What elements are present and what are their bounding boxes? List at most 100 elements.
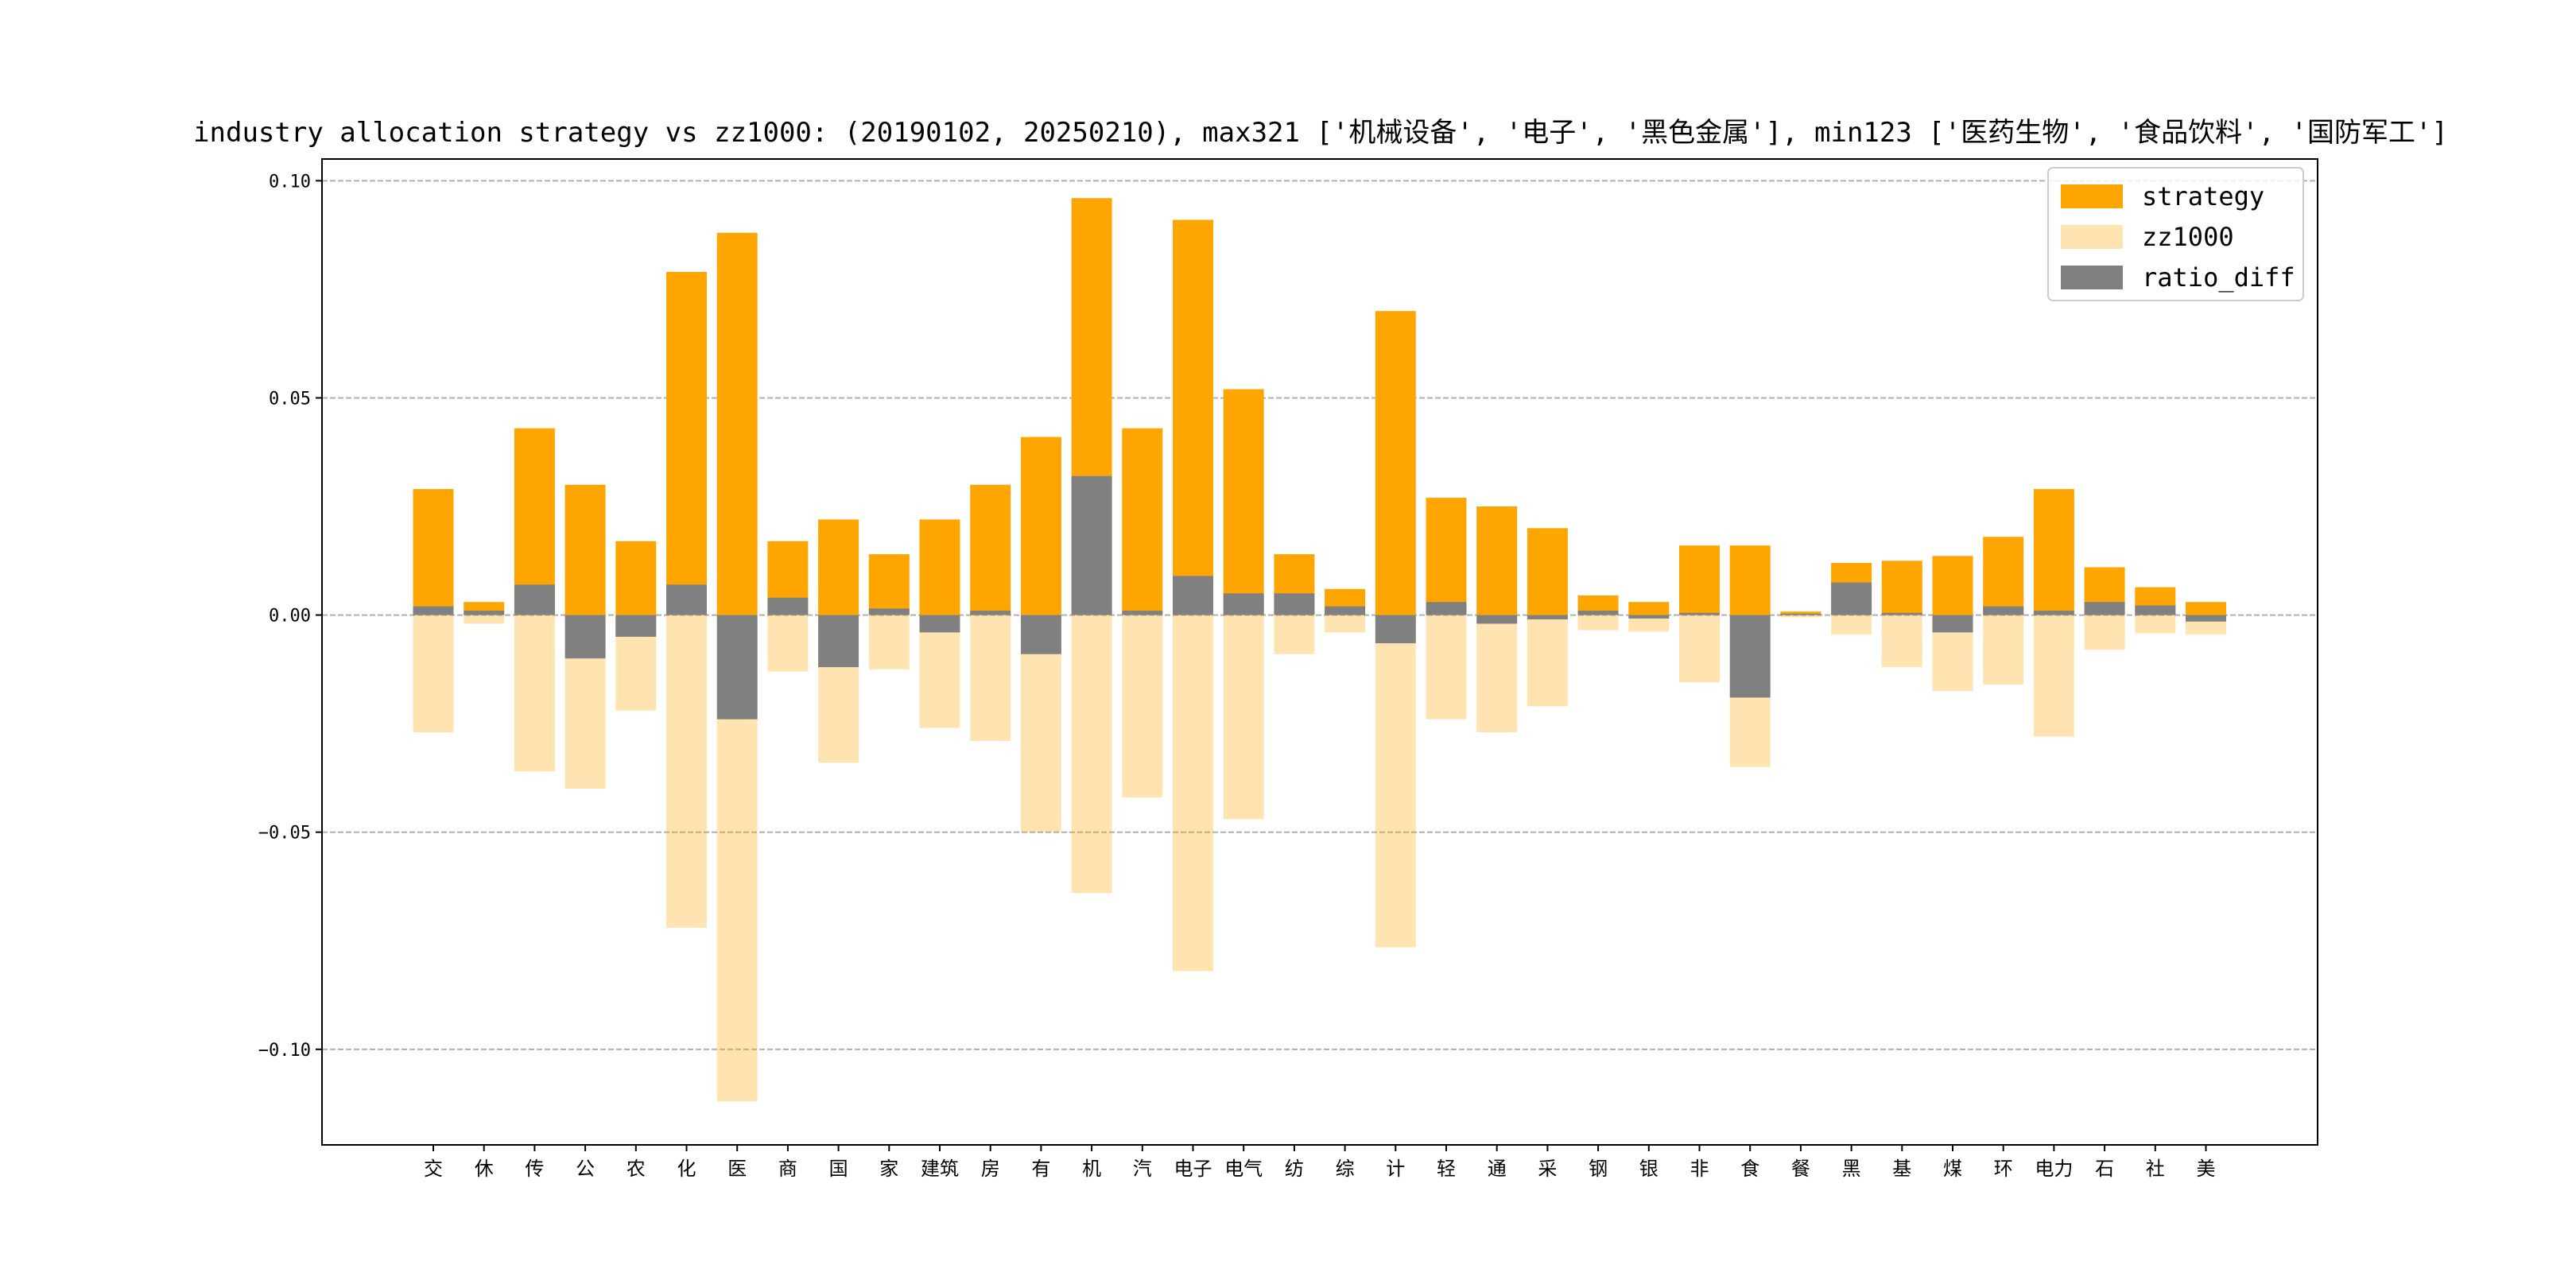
bar-strategy xyxy=(716,232,758,615)
bar-ratio_diff xyxy=(919,615,960,633)
bar-zz1000 xyxy=(1679,615,1720,683)
bar-zz1000 xyxy=(1325,615,1366,633)
bar-strategy xyxy=(1476,506,1518,615)
bar-zz1000 xyxy=(1476,615,1518,733)
bar-ratio_diff xyxy=(2135,605,2176,615)
x-tick-label: 机 xyxy=(1082,1158,1101,1180)
bar-zz1000 xyxy=(1628,615,1670,632)
x-tick-label: 农 xyxy=(627,1158,646,1180)
bar-zz1000 xyxy=(970,615,1011,741)
bar-zz1000 xyxy=(1173,615,1213,972)
bar-zz1000 xyxy=(413,615,454,733)
bar-ratio_diff xyxy=(716,615,758,720)
bar-strategy xyxy=(1375,311,1416,615)
x-tick-label: 汽 xyxy=(1133,1158,1152,1180)
bar-strategy xyxy=(1223,389,1264,615)
legend: strategy zz1000 ratio_diff xyxy=(2047,167,2304,301)
x-tick-label: 纺 xyxy=(1285,1158,1304,1180)
legend-label-ratio_diff: ratio_diff xyxy=(2142,262,2295,293)
bar-zz1000 xyxy=(1375,615,1416,948)
bar-strategy xyxy=(1020,436,1061,615)
bar-zz1000 xyxy=(1426,615,1467,720)
bar-ratio_diff xyxy=(1983,606,2024,615)
x-tick-label: 黑 xyxy=(1842,1158,1861,1180)
x-tick-label: 传 xyxy=(525,1158,544,1180)
bar-strategy xyxy=(1527,528,1568,615)
x-tick-label: 煤 xyxy=(1943,1158,1962,1180)
x-tick-label: 建筑 xyxy=(921,1158,959,1180)
bar-ratio_diff xyxy=(1426,602,1467,615)
bar-ratio_diff xyxy=(514,584,555,615)
bar-strategy xyxy=(868,554,910,615)
bar-ratio_diff xyxy=(1729,615,1771,698)
bar-zz1000 xyxy=(666,615,707,928)
x-tick-label: 钢 xyxy=(1589,1158,1608,1180)
bar-zz1000 xyxy=(1122,615,1163,797)
bar-strategy xyxy=(1932,556,1973,615)
bar-zz1000 xyxy=(1577,615,1619,630)
bar-ratio_diff xyxy=(1527,615,1568,620)
bar-zz1000 xyxy=(1223,615,1264,820)
bars xyxy=(413,198,2226,1102)
bar-ratio_diff xyxy=(1831,582,1872,615)
bar-strategy xyxy=(970,484,1011,615)
x-axis: 交 休 传 公 农 化 医 商 国 家 建筑房 有 机 汽电子 电气纺 综 计 轻 通 采 钢 银 非 食 餐 黑 基 煤 环电力石 社 美 xyxy=(424,1145,2216,1180)
bar-strategy xyxy=(1983,537,2024,615)
bar-ratio_diff xyxy=(1122,611,1163,615)
bar-zz1000 xyxy=(868,615,910,669)
x-tick-label: 美 xyxy=(2197,1158,2216,1180)
x-tick-label: 有 xyxy=(1031,1158,1050,1180)
bar-zz1000 xyxy=(1071,615,1112,894)
x-tick-label: 电力 xyxy=(2035,1158,2073,1180)
bar-ratio_diff xyxy=(2033,611,2074,615)
bar-zz1000 xyxy=(2033,615,2074,737)
y-tick-label: −0.05 xyxy=(258,824,311,844)
bar-ratio_diff xyxy=(1780,613,1821,615)
x-tick-label: 环 xyxy=(1994,1158,2013,1180)
x-tick-label: 非 xyxy=(1690,1158,1709,1180)
bar-ratio_diff xyxy=(464,611,505,615)
x-tick-label: 国 xyxy=(829,1158,848,1180)
bar-strategy xyxy=(514,428,555,615)
y-tick-label: 0.10 xyxy=(269,172,311,192)
x-tick-label: 食 xyxy=(1740,1158,1759,1180)
legend-label-strategy: strategy xyxy=(2142,181,2264,211)
x-tick-label: 电子 xyxy=(1174,1158,1212,1180)
bar-ratio_diff xyxy=(868,608,910,615)
y-tick-label: −0.10 xyxy=(258,1041,311,1061)
x-tick-label: 基 xyxy=(1892,1158,1911,1180)
bar-ratio_diff xyxy=(1274,593,1315,615)
x-tick-label: 化 xyxy=(677,1158,696,1180)
x-tick-label: 餐 xyxy=(1791,1158,1810,1180)
bar-ratio_diff xyxy=(1881,612,1922,615)
bar-zz1000 xyxy=(464,615,505,624)
bar-ratio_diff xyxy=(1071,475,1112,615)
x-tick-label: 银 xyxy=(1639,1158,1658,1180)
bar-zz1000 xyxy=(1527,615,1568,707)
bar-zz1000 xyxy=(2135,615,2176,634)
bar-ratio_diff xyxy=(818,615,859,668)
legend-label-zz1000: zz1000 xyxy=(2142,222,2234,252)
x-tick-label: 电气 xyxy=(1224,1158,1263,1180)
bar-ratio_diff xyxy=(1173,576,1213,615)
x-tick-label: 交 xyxy=(424,1158,443,1180)
bar-strategy xyxy=(1780,611,1821,615)
x-tick-label: 石 xyxy=(2095,1158,2114,1180)
bar-ratio_diff xyxy=(1932,615,1973,633)
bar-ratio_diff xyxy=(1375,615,1416,644)
x-tick-label: 商 xyxy=(778,1158,797,1180)
x-tick-label: 轻 xyxy=(1437,1158,1456,1180)
bar-strategy xyxy=(919,519,960,615)
bar-strategy xyxy=(1173,219,1213,615)
bar-zz1000 xyxy=(1780,615,1821,618)
x-tick-label: 休 xyxy=(475,1158,494,1180)
x-tick-label: 综 xyxy=(1336,1158,1355,1180)
bar-ratio_diff xyxy=(1020,615,1061,654)
bar-strategy xyxy=(2033,489,2074,615)
bar-zz1000 xyxy=(1881,615,1922,668)
bar-zz1000 xyxy=(919,615,960,728)
legend-swatch-zz1000 xyxy=(2061,225,2123,249)
y-axis: 0.10 0.05 0.00 −0.05 −0.10 xyxy=(258,172,322,1061)
bar-ratio_diff xyxy=(564,615,606,659)
